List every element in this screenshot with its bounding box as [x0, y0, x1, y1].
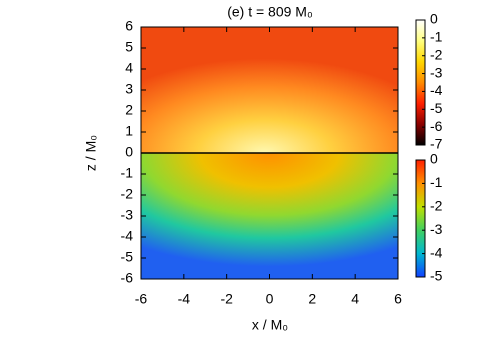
colorbar-tick-label: 0: [430, 11, 438, 27]
y-tick-label: -6: [121, 270, 134, 286]
chart-title: (e) t = 809 M₀: [227, 4, 313, 20]
y-tick-label: 4: [125, 60, 133, 76]
x-tick-label: -6: [135, 291, 148, 307]
colorbar-tick-label: -6: [430, 118, 443, 134]
colorbar-tick-label: -4: [430, 82, 443, 98]
colorbar-tick-label: -2: [430, 198, 443, 214]
colorbar: [415, 159, 426, 278]
y-tick-label: 0: [125, 144, 133, 160]
y-tick-label: -5: [121, 249, 134, 265]
x-axis-label: x / M₀: [252, 317, 288, 333]
y-tick-label: 2: [125, 102, 133, 118]
x-tick-label: 6: [394, 291, 402, 307]
colorbar-tick-label: -5: [430, 100, 443, 116]
x-tick-label: -2: [220, 291, 233, 307]
colorbar-tick-label: -7: [430, 136, 443, 152]
y-axis-label: z / M₀: [83, 135, 99, 171]
colorbar-tick-label: -5: [430, 268, 443, 284]
y-tick-label: -3: [121, 207, 134, 223]
y-tick-label: 3: [125, 81, 133, 97]
colorbar-tick-label: -1: [430, 29, 443, 45]
colorbar-tick-label: -3: [430, 64, 443, 80]
y-tick-label: 1: [125, 123, 133, 139]
x-tick-label: -4: [178, 291, 191, 307]
y-tick-label: -1: [121, 165, 134, 181]
colorbar-tick-label: -3: [430, 221, 443, 237]
y-tick-label: -2: [121, 186, 134, 202]
colorbar-tick-label: -1: [430, 174, 443, 190]
x-tick-label: 2: [308, 291, 316, 307]
colorbar: [415, 19, 426, 146]
y-tick-label: -4: [121, 228, 134, 244]
x-tick-label: 4: [351, 291, 359, 307]
colorbar-tick-label: -4: [430, 244, 443, 260]
colorbar-tick-label: -2: [430, 46, 443, 62]
y-tick-label: 6: [125, 18, 133, 34]
colorbar-tick-label: 0: [430, 151, 438, 167]
y-tick-label: 5: [125, 39, 133, 55]
x-tick-label: 0: [266, 291, 274, 307]
field-upper: [141, 27, 398, 153]
field-lower: [141, 153, 398, 279]
